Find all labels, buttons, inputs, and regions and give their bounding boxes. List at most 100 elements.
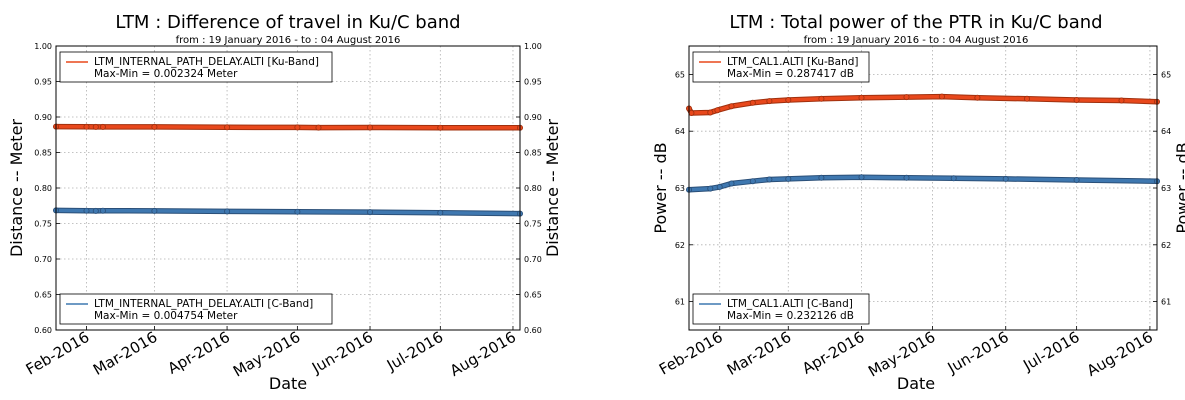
legend-stat: Max-Min = 0.232126 dB [727,310,854,322]
legend-ku: LTM_CAL1.ALTI [Ku-Band]Max-Min = 0.28741… [692,51,870,83]
data-point-ku [1118,97,1125,104]
chart-subtitle: from : 19 January 2016 - to : 04 August … [176,35,401,46]
x-tick-label: May-2016 [865,328,938,381]
y-tick-label-right: 0.85 [524,149,542,158]
data-point-c [903,174,910,181]
legend-stat: Max-Min = 0.004754 Meter [94,310,238,322]
y-tick-label: 0.70 [34,255,52,264]
legend-ku: LTM_INTERNAL_PATH_DELAY.ALTI [Ku-Band]Ma… [59,51,333,83]
data-point-c [151,207,158,214]
data-point-c [749,178,756,185]
y-tick-label-right: 1.00 [524,42,542,51]
data-point-c [707,185,714,192]
plot-frame [688,45,1158,331]
series-line-ku [54,124,522,130]
data-point-ku [714,107,721,114]
x-axis-label: Date [897,374,935,393]
legend-box [59,51,333,83]
data-point-ku [707,109,714,116]
data-point-c [716,183,723,190]
data-point-ku [294,124,301,131]
data-point-ku [785,97,792,104]
x-axis-label: Date [269,374,307,393]
data-point-c [1073,176,1080,183]
data-point-c [83,207,90,214]
data-point-ku [818,95,825,102]
x-tick-label: Jun-2016 [308,328,376,378]
y-tick-label-right: 0.90 [524,113,542,122]
chart-title: LTM : Difference of travel in Ku/C band [115,12,460,33]
legend-label: LTM_INTERNAL_PATH_DELAY.ALTI [Ku-Band] [94,56,319,68]
x-tick-label: May-2016 [230,328,303,381]
y-axis-label-right: Power -- dB [1173,142,1185,233]
data-point-ku [766,98,773,105]
x-tick-label: Aug-2016 [447,328,519,380]
y-tick-label-right: 63 [1161,184,1171,193]
data-point-ku [688,110,695,117]
chart-panel-2: LTM : Total power of the PTR in Ku/C ban… [651,12,1185,393]
chart-subtitle: from : 19 January 2016 - to : 04 August … [804,35,1029,46]
plot-frame [55,45,521,331]
data-point-ku [437,124,444,131]
y-tick-label: 0.80 [34,184,52,193]
y-tick-label: 0.60 [34,326,52,335]
data-point-ku [749,99,756,106]
y-tick-label: 61 [675,298,685,307]
x-tick-label: Jun-2016 [944,328,1012,378]
y-tick-label-right: 65 [1161,70,1171,79]
data-point-ku [938,93,945,100]
y-tick-label: 64 [675,127,685,136]
data-point-ku [903,94,910,101]
data-point-ku [99,123,106,130]
y-tick-label-right: 61 [1161,298,1171,307]
data-point-c [1002,175,1009,182]
data-point-c [99,207,106,214]
legend-stat: Max-Min = 0.002324 Meter [94,68,238,80]
data-point-ku [224,124,231,131]
legend-c: LTM_INTERNAL_PATH_DELAY.ALTI [C-Band]Max… [59,293,333,325]
x-tick-label: Mar-2016 [724,328,794,379]
series-line-c [54,208,522,216]
x-tick-label: Feb-2016 [23,328,93,379]
y-tick-label: 1.00 [34,42,52,51]
data-point-c [766,176,773,183]
data-point-ku [151,123,158,130]
legend-stat: Max-Min = 0.287417 dB [727,68,854,80]
series-line-c [687,175,1159,192]
y-axis-label: Power -- dB [651,142,670,233]
y-tick-label-right: 62 [1161,241,1171,250]
y-tick-label: 0.90 [34,113,52,122]
legend-c: LTM_CAL1.ALTI [C-Band]Max-Min = 0.232126… [692,293,870,325]
data-point-ku [728,103,735,110]
y-tick-label-right: 0.65 [524,291,542,300]
data-point-ku [315,124,322,131]
y-tick-label: 0.85 [34,149,52,158]
y-tick-label: 0.95 [34,78,52,87]
legend-label: LTM_INTERNAL_PATH_DELAY.ALTI [C-Band] [94,298,313,310]
data-point-c [858,174,865,181]
x-tick-label: Feb-2016 [656,328,726,379]
x-tick-label: Mar-2016 [90,328,160,379]
data-point-ku [92,123,99,130]
data-point-ku [366,124,373,131]
legend-label: LTM_CAL1.ALTI [C-Band] [727,298,853,310]
data-point-c [224,208,231,215]
y-tick-label-right: 0.75 [524,220,542,229]
data-point-c [728,180,735,187]
y-tick-label: 0.65 [34,291,52,300]
data-point-c [950,175,957,182]
chart-panel-1: LTM : Difference of travel in Ku/C band f… [7,12,562,393]
data-point-c [366,209,373,216]
legend-box [692,293,870,325]
x-tick-label: Jul-2016 [1019,328,1082,375]
data-point-ku [858,94,865,101]
y-tick-label-right: 0.60 [524,326,542,335]
y-tick-label-right: 0.95 [524,78,542,87]
y-tick-label: 0.75 [34,220,52,229]
x-tick-label: Apr-2016 [799,328,867,378]
y-tick-label: 65 [675,70,685,79]
y-tick-label-right: 0.70 [524,255,542,264]
legend-label: LTM_CAL1.ALTI [Ku-Band] [727,56,859,68]
